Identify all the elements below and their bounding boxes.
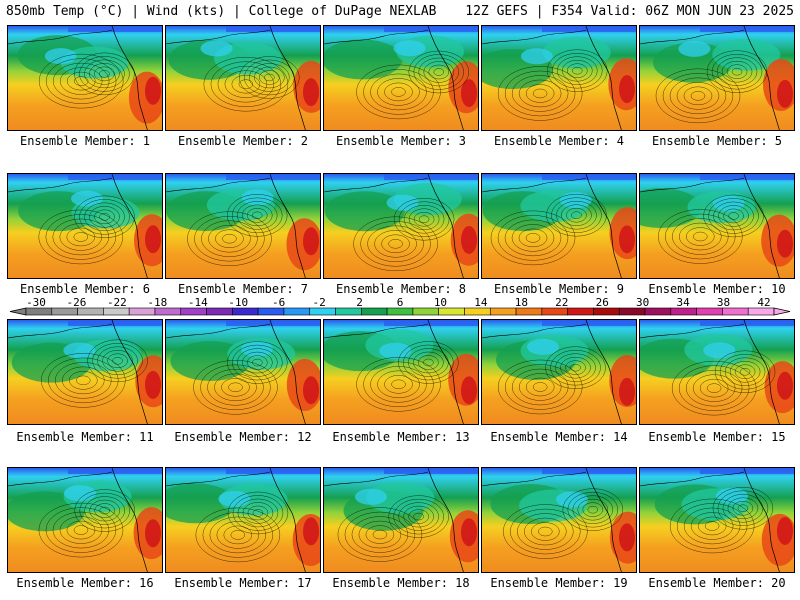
colorbar-tick-label: 18 xyxy=(515,296,528,309)
ensemble-map-panel xyxy=(323,173,479,279)
ensemble-member-caption: Ensemble Member: 8 xyxy=(335,282,467,296)
ensemble-map-panel xyxy=(481,319,637,425)
ensemble-map-panel xyxy=(165,319,321,425)
colorbar-swatch xyxy=(283,307,311,316)
ensemble-map-panel xyxy=(7,25,163,131)
ensemble-member-caption: Ensemble Member: 19 xyxy=(490,576,628,590)
ensemble-member-caption: Ensemble Member: 2 xyxy=(177,134,309,148)
colorbar-swatch xyxy=(154,307,182,316)
ensemble-member-caption: Ensemble Member: 16 xyxy=(16,576,154,590)
colorbar-tick-label: 10 xyxy=(434,296,447,309)
colorbar-swatch xyxy=(103,307,130,316)
ensemble-member-caption: Ensemble Member: 20 xyxy=(648,576,786,590)
ensemble-map-panel xyxy=(639,173,795,279)
ensemble-map-panel xyxy=(639,319,795,425)
colorbar-tick-label: -22 xyxy=(107,296,127,309)
colorbar-swatch xyxy=(593,307,620,316)
colorbar-tick-label: 6 xyxy=(397,296,404,309)
ensemble-member-caption: Ensemble Member: 5 xyxy=(651,134,783,148)
ensemble-member-caption: Ensemble Member: 7 xyxy=(177,282,309,296)
colorbar-swatch xyxy=(438,307,465,316)
ensemble-map-panel xyxy=(7,173,163,279)
ensemble-map-panel xyxy=(481,467,637,573)
colorbar-tick-label: -2 xyxy=(312,296,325,309)
ensemble-member-caption: Ensemble Member: 17 xyxy=(174,576,312,590)
colorbar-tick-label: -18 xyxy=(147,296,167,309)
colorbar-tick-label: 22 xyxy=(555,296,568,309)
colorbar-tick-label: 2 xyxy=(356,296,363,309)
ensemble-map-panel xyxy=(323,467,479,573)
colorbar-swatch xyxy=(335,307,362,316)
colorbar-tick-label: -30 xyxy=(26,296,46,309)
colorbar-swatch xyxy=(25,307,53,316)
chart-title: 850mb Temp (°C) | Wind (kts) | College o… xyxy=(6,4,437,19)
colorbar-tick-label: 30 xyxy=(636,296,649,309)
colorbar-tick-label: -26 xyxy=(67,296,87,309)
ensemble-member-caption: Ensemble Member: 18 xyxy=(332,576,470,590)
ensemble-map-panel xyxy=(323,25,479,131)
colorbar-swatch xyxy=(722,307,749,316)
run-valid-time: 12Z GEFS | F354 Valid: 06Z MON JUN 23 20… xyxy=(465,4,794,19)
ensemble-map-panel xyxy=(165,467,321,573)
ensemble-map-panel xyxy=(481,25,637,131)
colorbar-tick-label: 14 xyxy=(474,296,488,309)
colorbar-swatch xyxy=(567,307,594,316)
ensemble-member-caption: Ensemble Member: 14 xyxy=(490,430,628,444)
ensemble-member-caption: Ensemble Member: 10 xyxy=(648,282,786,296)
colorbar-swatch xyxy=(412,307,439,316)
colorbar-swatch xyxy=(180,307,207,316)
colorbar-swatch xyxy=(644,307,672,316)
colorbar-swatch xyxy=(206,307,233,316)
ensemble-member-caption: Ensemble Member: 12 xyxy=(174,430,312,444)
temperature-colorbar: -30 -26 -22 -18 -14 -10 -6 -2 2 6 10 14 18 22 26 30 34 38… xyxy=(9,296,791,316)
ensemble-member-caption: Ensemble Member: 15 xyxy=(648,430,786,444)
colorbar-tick-label: -14 xyxy=(188,296,208,309)
colorbar-swatch xyxy=(77,307,104,316)
ensemble-map-panel xyxy=(639,25,795,131)
colorbar-arrow-left xyxy=(9,307,27,316)
colorbar-tick-label: 42 xyxy=(757,296,770,309)
colorbar-swatch xyxy=(696,307,723,316)
ensemble-member-caption: Ensemble Member: 4 xyxy=(493,134,625,148)
colorbar-arrow-right xyxy=(773,307,791,316)
ensemble-member-caption: Ensemble Member: 1 xyxy=(19,134,151,148)
colorbar-swatch xyxy=(489,307,517,316)
colorbar-tick-label: 38 xyxy=(717,296,730,309)
ensemble-member-caption: Ensemble Member: 3 xyxy=(335,134,467,148)
colorbar-swatch xyxy=(361,307,388,316)
ensemble-map-panel xyxy=(7,467,163,573)
colorbar-swatch xyxy=(309,307,336,316)
colorbar-swatch xyxy=(515,307,543,316)
ensemble-map-panel xyxy=(481,173,637,279)
colorbar-swatch xyxy=(257,307,285,316)
colorbar-swatch xyxy=(670,307,697,316)
ensemble-map-panel xyxy=(323,319,479,425)
colorbar-swatch xyxy=(747,307,775,316)
ensemble-map-panel xyxy=(639,467,795,573)
ensemble-map-panel xyxy=(7,319,163,425)
ensemble-member-caption: Ensemble Member: 6 xyxy=(19,282,151,296)
colorbar-swatch xyxy=(464,307,491,316)
colorbar-swatch xyxy=(386,307,414,316)
colorbar-swatch xyxy=(618,307,646,316)
ensemble-map-panel xyxy=(165,173,321,279)
ensemble-member-caption: Ensemble Member: 13 xyxy=(332,430,470,444)
ensemble-member-caption: Ensemble Member: 9 xyxy=(493,282,625,296)
colorbar-swatch xyxy=(232,307,259,316)
colorbar-tick-label: -10 xyxy=(228,296,248,309)
ensemble-map-panel xyxy=(165,25,321,131)
colorbar-swatch xyxy=(51,307,78,316)
ensemble-member-caption: Ensemble Member: 11 xyxy=(16,430,154,444)
colorbar-tick-label: 26 xyxy=(596,296,609,309)
colorbar-swatch xyxy=(541,307,568,316)
colorbar-swatch xyxy=(128,307,156,316)
colorbar-tick-label: -6 xyxy=(272,296,285,309)
colorbar-tick-label: 34 xyxy=(676,296,690,309)
